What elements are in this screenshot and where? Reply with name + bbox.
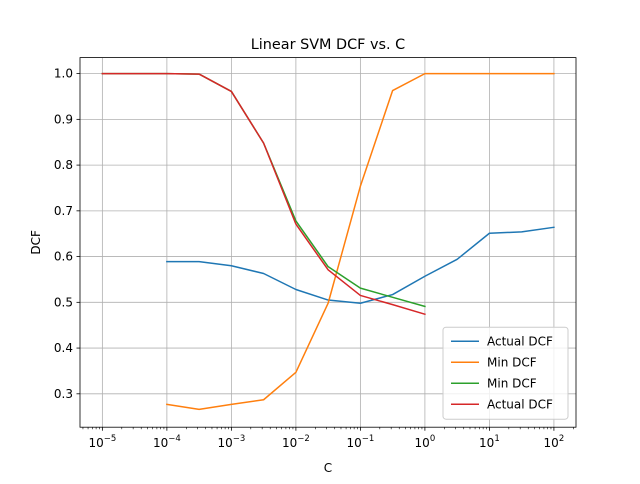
legend: Actual DCF Min DCF Min DCF Actual DCF <box>442 326 569 420</box>
x-tick-label: 10−2 <box>282 434 310 450</box>
y-tick-label: 0.6 <box>54 250 73 264</box>
y-tick-label: 0.9 <box>54 112 73 126</box>
x-axis-label: C <box>324 461 332 475</box>
y-tick-label: 0.4 <box>54 341 73 355</box>
y-tick-label: 0.5 <box>54 295 73 309</box>
x-tick-label: 10−3 <box>217 434 245 450</box>
y-axis-label: DCF <box>29 230 43 255</box>
legend-label: Actual DCF <box>487 398 553 412</box>
x-tick-label: 10−1 <box>346 434 374 450</box>
y-tick-label: 0.8 <box>54 158 73 172</box>
y-tick-label: 1.0 <box>54 67 73 81</box>
legend-label: Min DCF <box>487 356 537 370</box>
chart-title: Linear SVM DCF vs. C <box>251 37 405 53</box>
y-tick-label: 0.3 <box>54 387 73 401</box>
y-tick-label: 0.7 <box>54 204 73 218</box>
x-tick-label: 101 <box>479 434 500 450</box>
x-tick-label: 100 <box>415 434 436 450</box>
x-tick-label: 10−5 <box>88 434 116 450</box>
legend-box <box>442 326 569 420</box>
legend-label: Min DCF <box>487 377 537 391</box>
axes-frame <box>79 57 577 428</box>
series-line-4 <box>101 72 426 316</box>
x-tick-label: 102 <box>544 434 565 450</box>
ticks: 10−5 10−4 10−3 10−2 10−1 100 101 102 0.3 0.4 0.5 0.… <box>54 67 574 450</box>
series-line-1 <box>166 226 555 304</box>
x-tick-label: 10−4 <box>153 434 181 450</box>
series-lines <box>101 72 555 411</box>
series-line-2 <box>166 72 555 411</box>
legend-label: Actual DCF <box>487 335 553 349</box>
